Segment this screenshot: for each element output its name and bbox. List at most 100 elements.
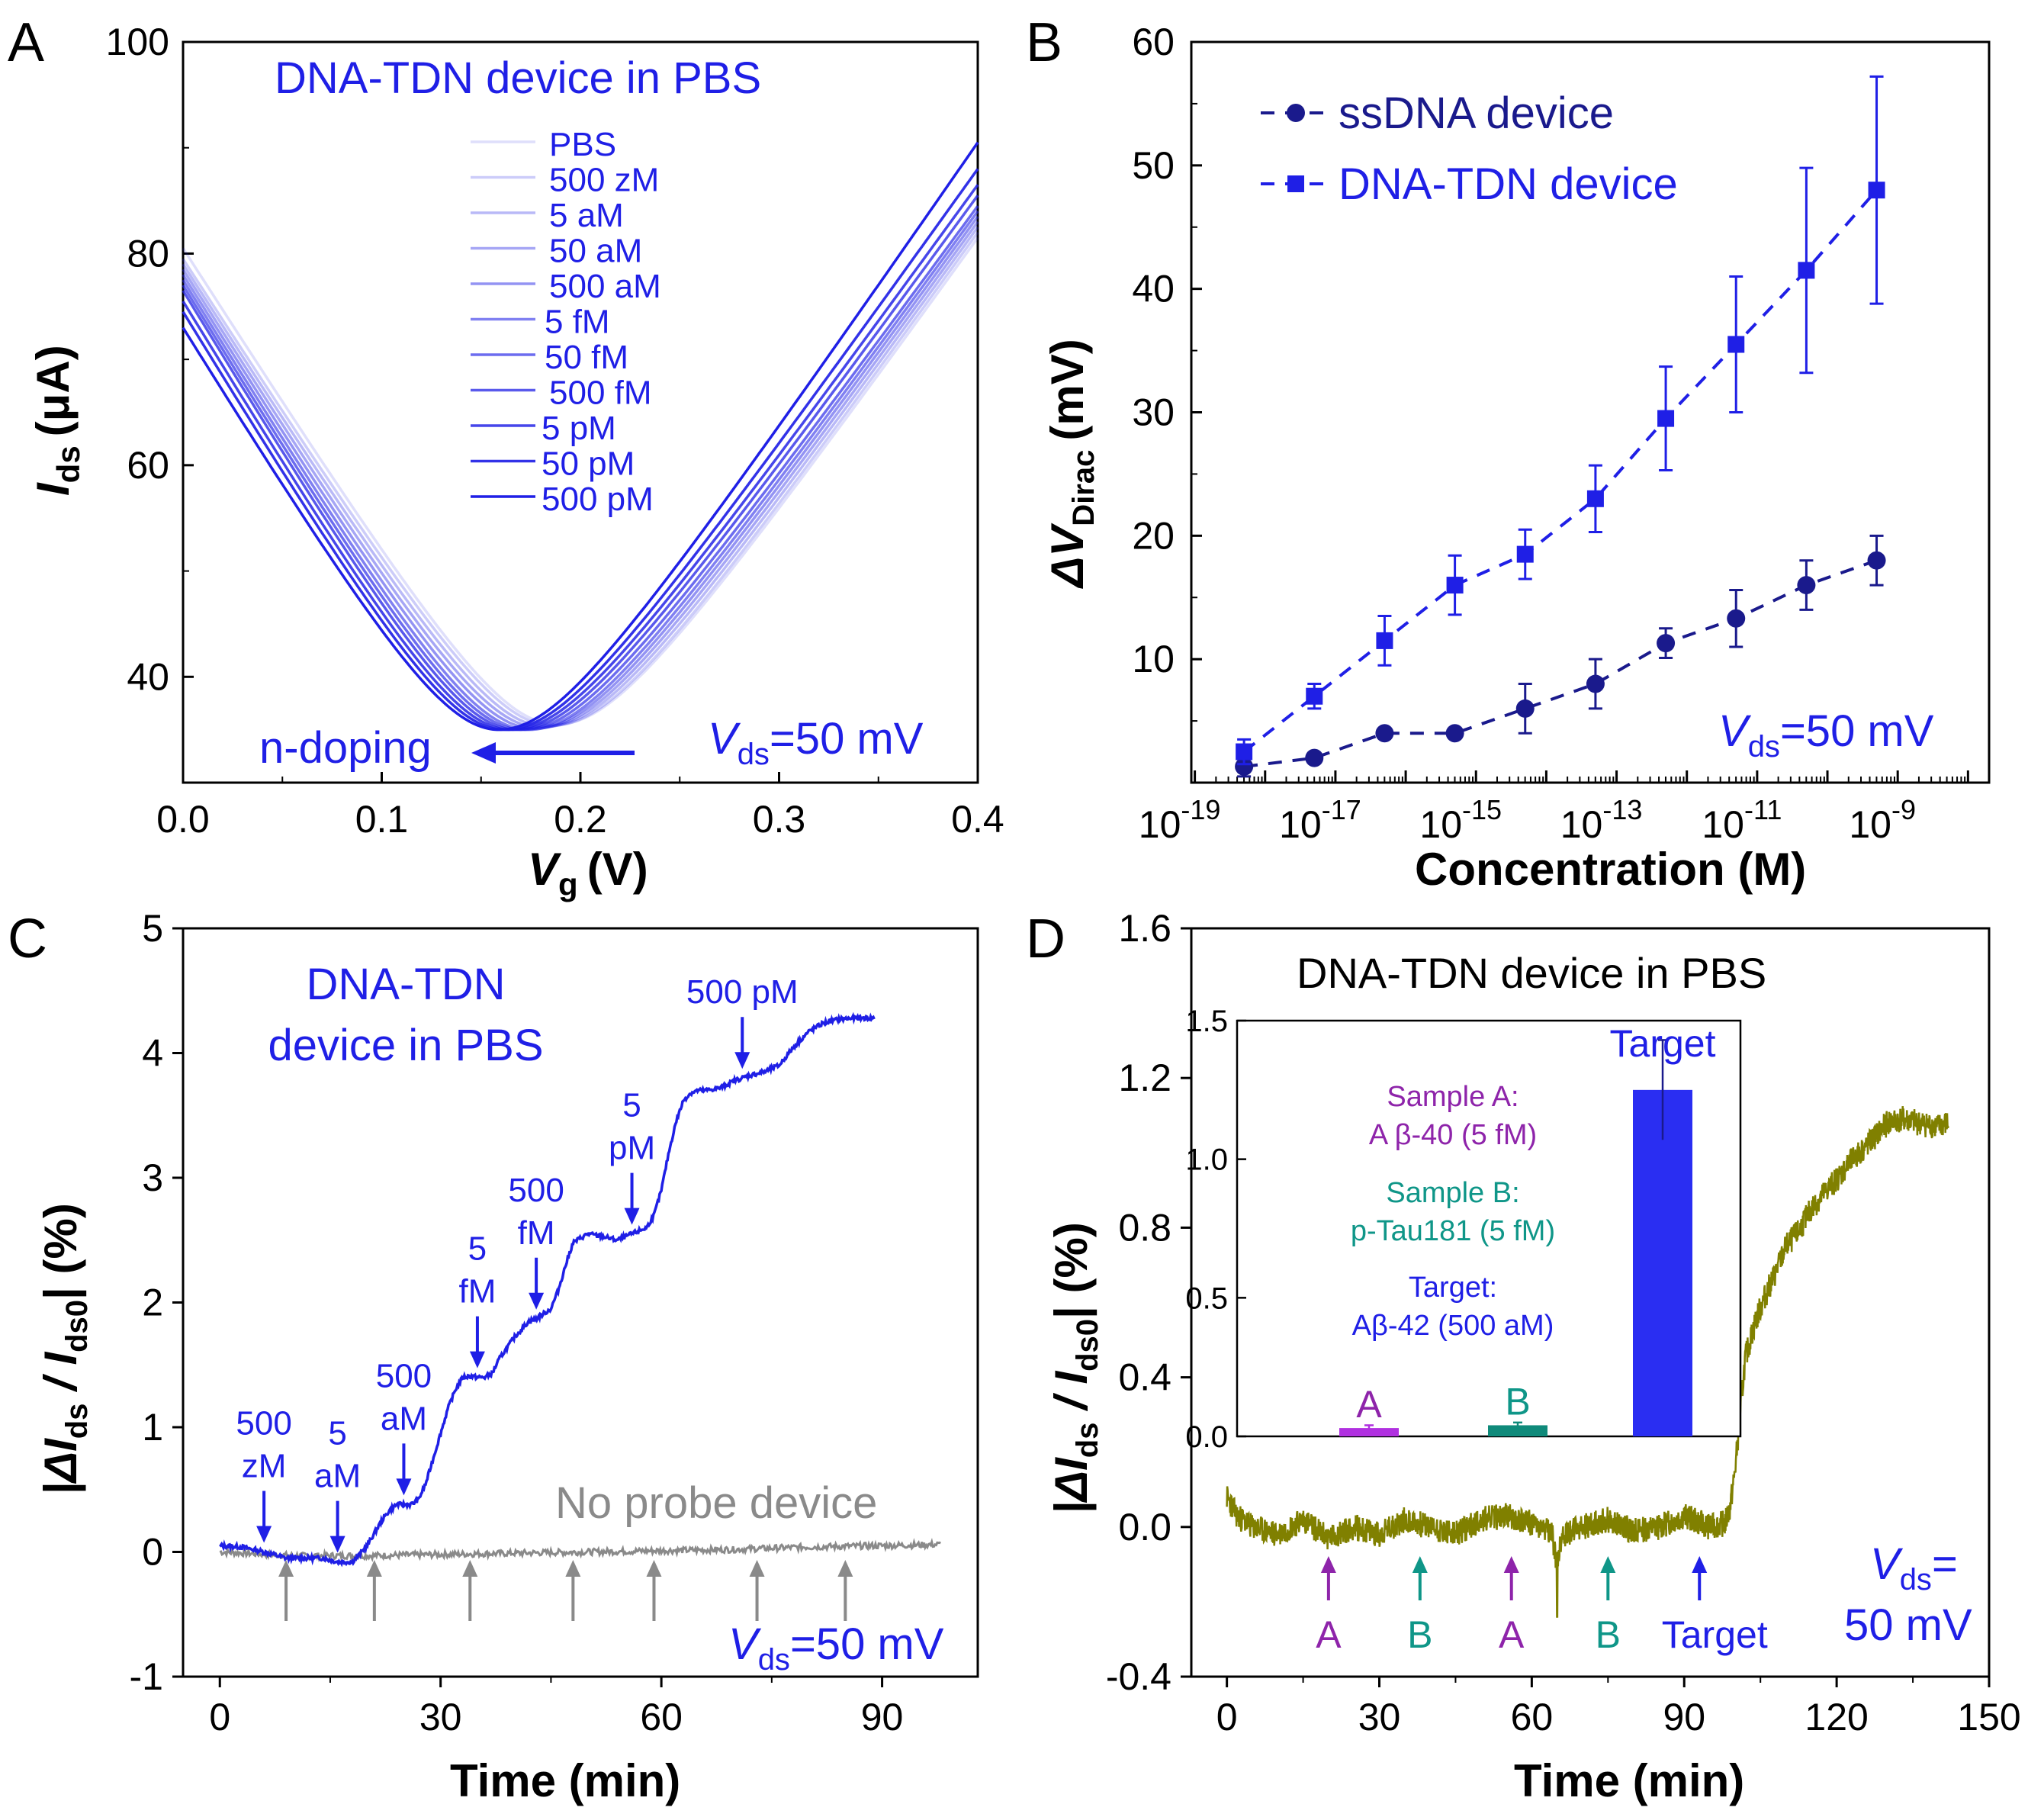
vds-rest: =50 mV — [790, 1619, 944, 1669]
y-tick-label: 0 — [142, 1531, 163, 1574]
data-point — [1727, 336, 1745, 353]
addition-label: fM — [458, 1273, 496, 1310]
y-tick-label: 10 — [1132, 638, 1175, 680]
y-tick-label: 40 — [127, 655, 169, 698]
addition-label: pM — [609, 1130, 655, 1167]
transfer-curve-500-aM — [182, 215, 979, 730]
series-line-1 — [1242, 188, 1878, 754]
legend-label: 5 fM — [545, 304, 610, 341]
legend-label: 50 fM — [545, 339, 628, 376]
addition-label: 5 — [328, 1415, 346, 1452]
vds-sub: ds — [1748, 730, 1780, 764]
addition-arrow-head — [469, 1351, 485, 1368]
vds-rest: =50 mV — [1780, 706, 1934, 756]
inset-y-tick-label: 0.0 — [1185, 1420, 1228, 1454]
vds-sub: ds — [738, 738, 770, 771]
x-tick-label: 0.1 — [355, 798, 409, 841]
tick-exponent: -19 — [1181, 794, 1220, 825]
panel-letter-c: C — [8, 909, 47, 970]
inset-y-tick-label: 1.0 — [1185, 1143, 1228, 1177]
ylabel-sub: Dirac — [1067, 450, 1101, 526]
x-tick-label: 0.4 — [951, 798, 1004, 841]
panel-a-chart: 0.0 0.1 0.2 0.3 0.4 40 60 80 100 DNA-TDN device … — [27, 21, 1004, 902]
data-point — [1798, 262, 1815, 279]
panel-d-vds-line2: 50 mV — [1844, 1600, 1972, 1650]
vds-rest: =50 mV — [770, 714, 924, 764]
panel-d-ylabel: |ΔIds / Ids0| (%) — [1046, 1222, 1104, 1514]
sample-label: B — [1596, 1613, 1621, 1656]
sample-label: A — [1316, 1613, 1342, 1656]
inset-bar-label: Target — [1610, 1022, 1716, 1065]
legend-label: 500 zM — [549, 162, 659, 199]
ylabel-part: |ΔI — [35, 1438, 86, 1495]
addition-label: aM — [381, 1400, 427, 1437]
x-tick-label: 0 — [209, 1696, 230, 1738]
y-tick-label: 0.8 — [1118, 1206, 1171, 1249]
inset-y-tick-label: 0.5 — [1185, 1282, 1228, 1315]
y-tick-label: 1.6 — [1118, 907, 1171, 950]
dna-tdn-trace — [219, 1011, 876, 1568]
response-trace — [1226, 1106, 1949, 1618]
legend-label: PBS — [549, 126, 616, 163]
data-point — [1375, 724, 1394, 743]
transfer-curve-50-fM — [182, 204, 979, 732]
inset-bar-a — [1339, 1428, 1399, 1436]
legend-label: ssDNA device — [1339, 88, 1614, 138]
n-doping-label: n-doping — [259, 723, 432, 773]
inset-sample-text: Aβ-42 (500 aM) — [1352, 1310, 1554, 1342]
ylabel-var: I — [27, 482, 79, 496]
inset-sample-text: Sample A: — [1387, 1081, 1519, 1113]
ylabel-unit: (mV) — [1042, 339, 1093, 440]
x-tick-label: 90 — [861, 1696, 904, 1738]
control-arrow-head — [366, 1560, 382, 1577]
no-probe-label: No probe device — [555, 1478, 877, 1528]
tick-exponent: -9 — [1891, 794, 1916, 825]
ylabel-sub: ds — [50, 445, 86, 483]
x-tick-label: 150 — [1957, 1696, 2020, 1738]
data-point — [1586, 674, 1605, 693]
y-tick-label: 0.0 — [1118, 1506, 1171, 1548]
y-tick-label: 60 — [127, 444, 169, 487]
legend-label: 500 pM — [542, 481, 654, 518]
addition-label: aM — [314, 1458, 361, 1495]
panel-b-frame — [1190, 40, 1991, 784]
transfer-curve-500-fM — [182, 195, 979, 732]
x-tick-label: 30 — [419, 1696, 462, 1738]
x-tick-label: 0.0 — [156, 798, 210, 841]
transfer-curve-500-zM — [182, 231, 979, 727]
data-point — [1797, 576, 1816, 595]
ylabel-unit: (μA) — [27, 345, 79, 436]
ylabel-part: / I — [35, 1352, 86, 1404]
panel-d-inset: 0.0 0.5 1.0 1.5 A B Target Sample A: A β-40 (5 f… — [1185, 1005, 1742, 1454]
inset-sample-text: A β-40 (5 fM) — [1369, 1119, 1537, 1151]
tick-base: 10 — [1139, 803, 1181, 846]
y-tick-label: 60 — [1132, 21, 1175, 63]
xlabel-unit: (V) — [587, 844, 648, 895]
ylabel-part: | (%) — [35, 1203, 87, 1300]
xlabel-var: V — [528, 844, 562, 895]
inset-bar-target — [1633, 1089, 1692, 1436]
addition-arrow-head — [529, 1292, 545, 1310]
vds-v: V — [1718, 706, 1752, 756]
data-point — [1657, 410, 1675, 427]
sample-label: B — [1407, 1613, 1432, 1656]
x-tick-label: 10-11 — [1702, 794, 1782, 846]
inset-sample-text: p-Tau181 (5 fM) — [1351, 1215, 1555, 1247]
ylabel-sub: ds0 — [60, 1300, 94, 1352]
y-tick-label: 5 — [142, 907, 163, 950]
transfer-curve-PBS — [182, 236, 979, 726]
sample-arrow-head — [1503, 1556, 1519, 1573]
y-tick-label: 1.2 — [1118, 1056, 1171, 1099]
addition-arrow-head — [396, 1478, 412, 1496]
y-tick-label: 20 — [1132, 514, 1175, 557]
n-doping-arrow-head — [471, 742, 496, 764]
addition-label: 500 pM — [686, 973, 799, 1011]
data-point — [1445, 724, 1464, 743]
panel-a-title: DNA-TDN device in PBS — [275, 53, 761, 103]
legend-label: 50 pM — [542, 445, 635, 483]
legend-label: 500 aM — [549, 268, 661, 305]
data-point — [1376, 632, 1393, 649]
data-point — [1868, 182, 1885, 199]
addition-arrow-head — [256, 1526, 272, 1543]
